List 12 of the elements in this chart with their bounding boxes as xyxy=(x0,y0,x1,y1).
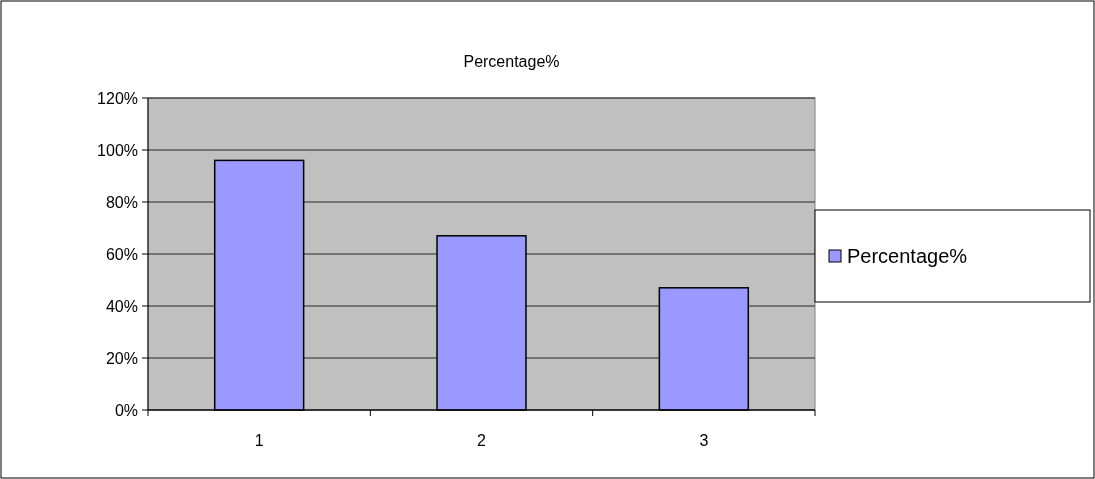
chart-title: Percentage% xyxy=(463,53,560,70)
x-tick-label: 1 xyxy=(254,432,264,449)
legend-label: Percentage% xyxy=(847,245,968,267)
y-tick-label: 0% xyxy=(114,401,138,419)
y-tick-label: 60% xyxy=(105,245,138,263)
y-tick-label: 20% xyxy=(105,349,138,367)
y-tick-label: 120% xyxy=(97,89,138,107)
y-tick-label: 40% xyxy=(105,297,138,315)
y-tick-label: 80% xyxy=(105,193,138,211)
x-tick-label: 2 xyxy=(477,432,487,449)
y-tick-label: 100% xyxy=(97,141,138,159)
x-tick-label: 3 xyxy=(699,432,709,449)
